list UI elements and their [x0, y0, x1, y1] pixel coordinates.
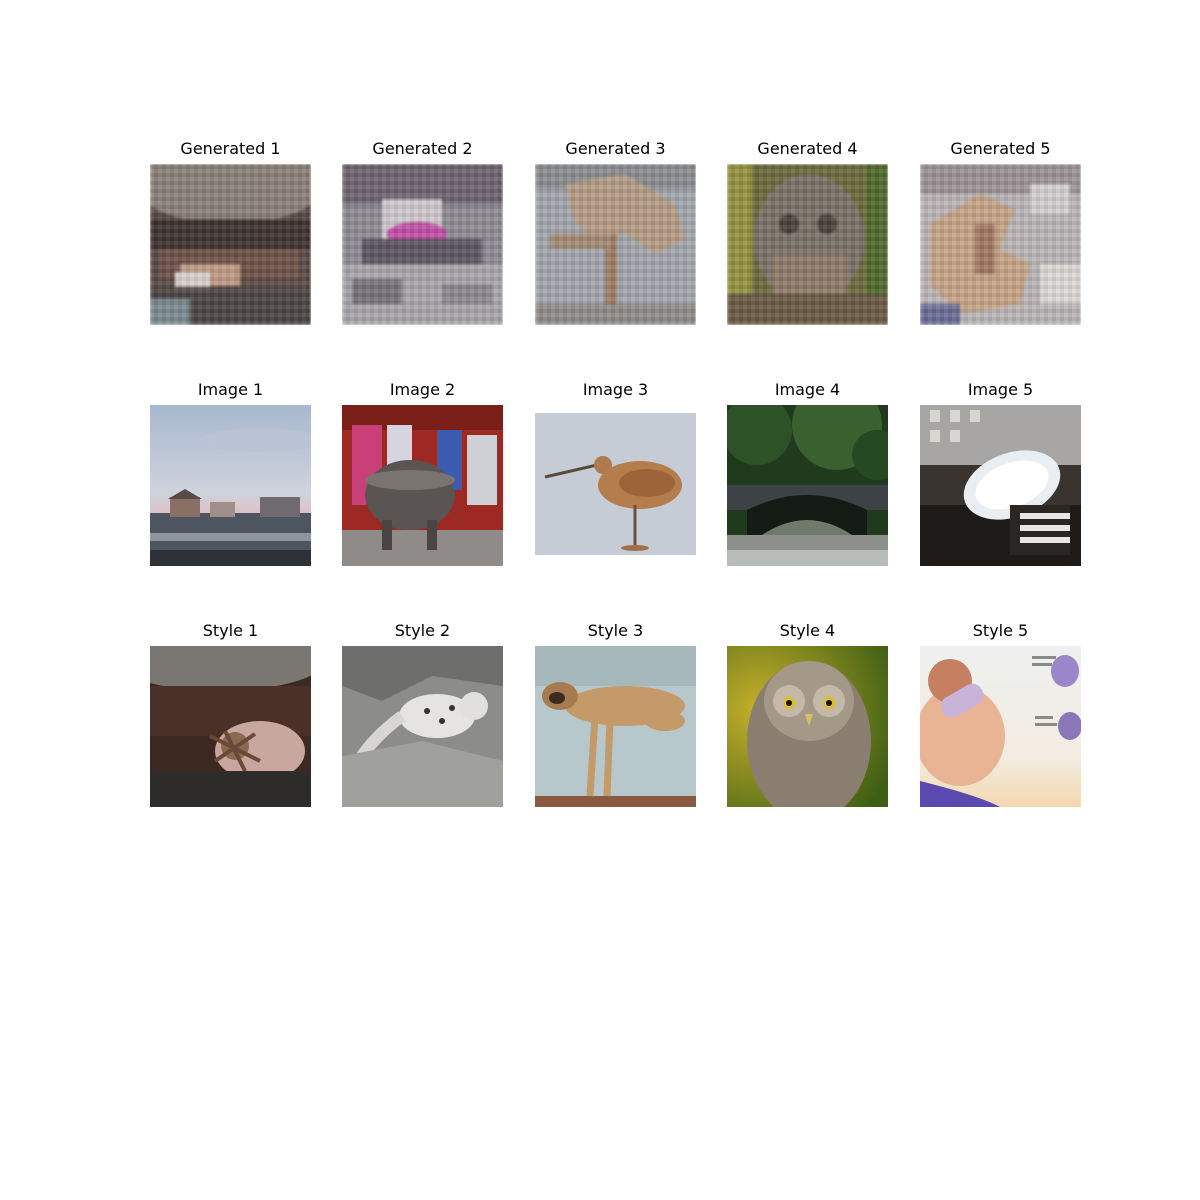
panel-title: Generated 1	[180, 139, 281, 158]
style-image-3	[535, 646, 696, 807]
panel-title: Generated 3	[565, 139, 666, 158]
content-image-1	[150, 405, 311, 566]
panel-title: Image 4	[774, 380, 841, 399]
panel-title: Generated 4	[757, 139, 858, 158]
panel-title: Image 1	[197, 380, 264, 399]
panel-title: Image 2	[389, 380, 456, 399]
style-image-4	[727, 646, 888, 807]
panel-title: Style 5	[972, 621, 1029, 640]
content-image-5	[920, 405, 1081, 566]
panel-title: Style 1	[202, 621, 259, 640]
content-image-2	[342, 405, 503, 566]
generated-image-2	[342, 164, 503, 325]
style-image-5	[920, 646, 1081, 807]
generated-image-4	[727, 164, 888, 325]
generated-image-1	[150, 164, 311, 325]
generated-image-5	[920, 164, 1081, 325]
content-image-3	[535, 405, 696, 566]
style-image-1	[150, 646, 311, 807]
panel-title: Generated 2	[372, 139, 473, 158]
panel-title: Image 5	[967, 380, 1034, 399]
panel-title: Generated 5	[950, 139, 1051, 158]
generated-image-3	[535, 164, 696, 325]
style-image-2	[342, 646, 503, 807]
panel-title: Style 4	[779, 621, 836, 640]
panel-title: Image 3	[582, 380, 649, 399]
panel-title: Style 2	[394, 621, 451, 640]
panel-title: Style 3	[587, 621, 644, 640]
content-image-4	[727, 405, 888, 566]
